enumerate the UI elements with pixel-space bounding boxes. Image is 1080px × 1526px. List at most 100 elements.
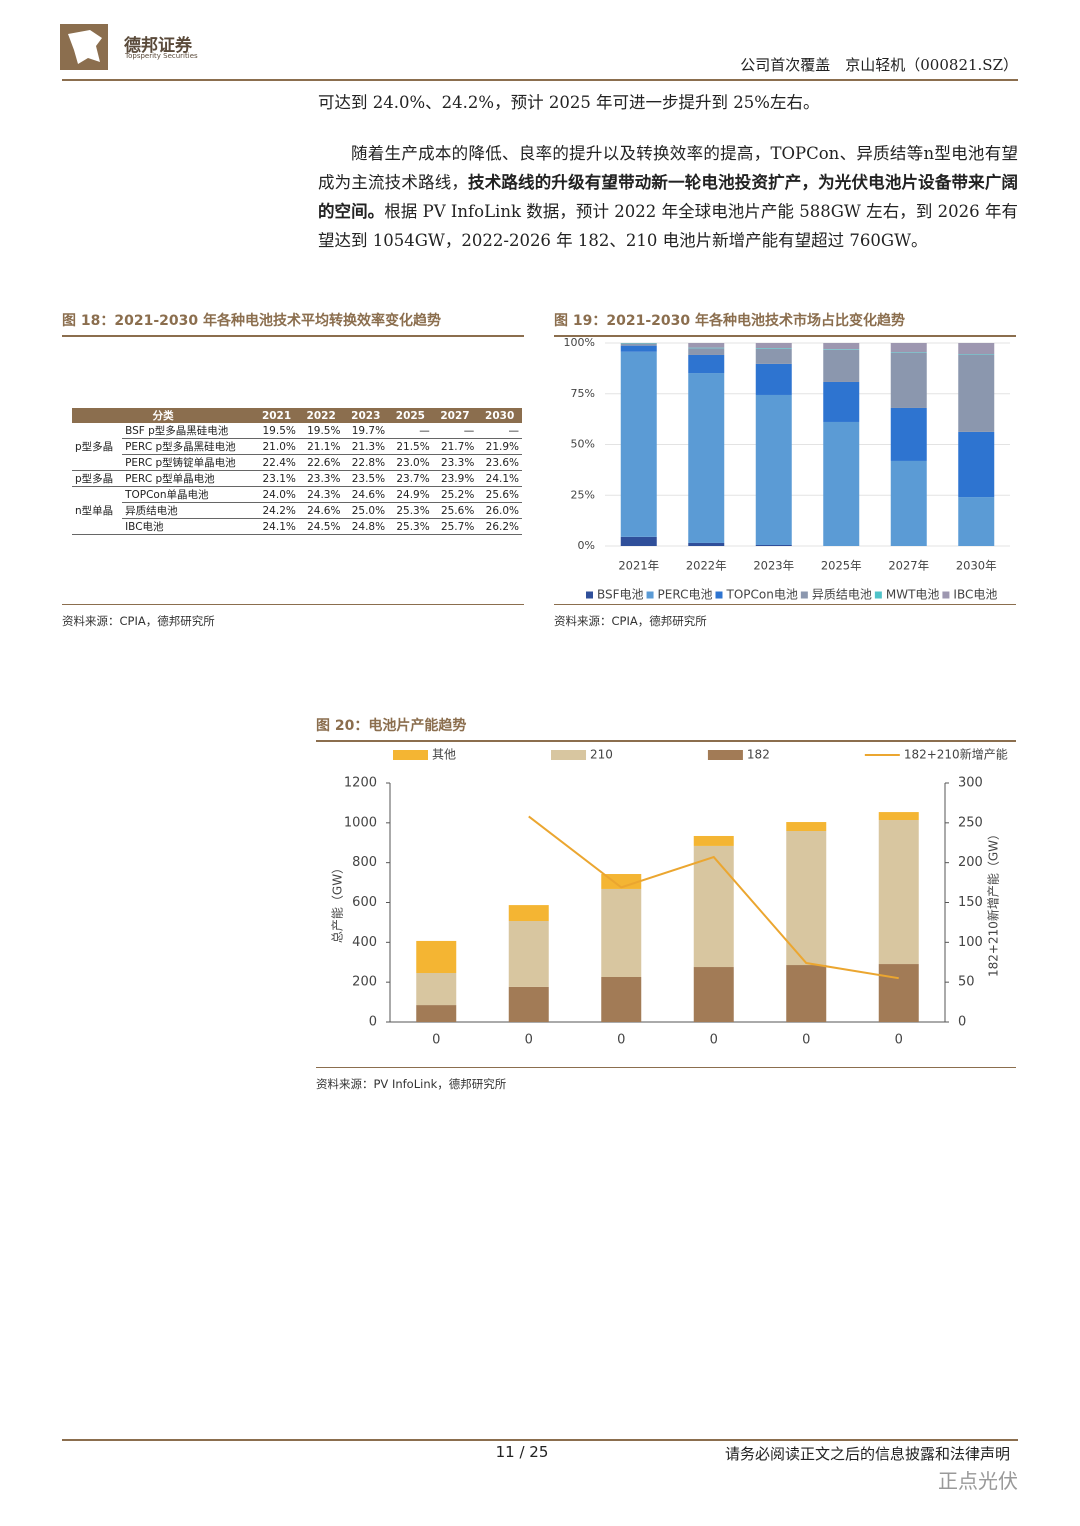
row: 异质结电池 24.2% 24.6% 25.0% 25.3% 25.6% 26.0%: [72, 502, 522, 519]
cell: PERC p型多晶黑硅电池: [122, 438, 255, 455]
legend-swatch: [586, 591, 593, 599]
x-tick-label: 2023年: [753, 559, 794, 573]
x-tick-label: 2022年: [686, 559, 727, 573]
y2-tick-label: 100: [958, 935, 983, 950]
header-cell: 2027: [432, 408, 478, 423]
cell: 23.0%: [388, 454, 433, 471]
bar-segment: [693, 967, 734, 1022]
bar-segment: [786, 830, 827, 966]
cell: 23.6%: [477, 454, 522, 471]
report-title: 公司首次覆盖 京山轻机（000821.SZ）: [740, 56, 1018, 74]
legend-label: BSF电池: [597, 588, 644, 602]
bar-segment: [508, 905, 549, 922]
bar-segment: [958, 343, 995, 355]
bar-segment: [416, 973, 457, 1006]
row: n型单晶 TOPCon单晶电池 24.0% 24.3% 24.6% 24.9% 25.2% 2…: [72, 486, 522, 535]
cell: TOPCon单晶电池: [122, 486, 255, 503]
paragraph: 可达到 24.0%、24.2%，预计 2025 年可进一步提升到 25%左右。: [318, 88, 1018, 117]
cell: 21.7%: [432, 438, 478, 455]
source: 资料来源：CPIA，德邦研究所: [62, 614, 215, 628]
table-wrap: 分类 2021 2022 2023 2025 2027 2030 p型多晶 BSF p型多晶黑硅…: [72, 408, 522, 535]
bar-segment: [688, 354, 725, 374]
rule: [62, 335, 524, 337]
y2-tick-label: 50: [958, 975, 975, 990]
bar-segment: [878, 964, 919, 1022]
y-tick-label: 1200: [344, 776, 377, 791]
bar-segment: [786, 822, 827, 831]
y-tick-label: 75%: [571, 387, 595, 400]
bar-segment: [755, 348, 792, 349]
legend-label: 182: [747, 748, 770, 762]
bar-segment: [823, 421, 860, 546]
bar-segment: [620, 344, 657, 346]
cell: 23.7%: [388, 470, 433, 487]
header-cell: 分类: [72, 408, 255, 423]
rule: [62, 604, 524, 605]
cell: —: [477, 423, 522, 439]
y-tick-label: 0%: [578, 539, 595, 552]
bar-segment: [688, 347, 725, 349]
cell: 24.6%: [298, 502, 344, 519]
cell: 19.5%: [254, 423, 299, 439]
bar-segment: [620, 351, 657, 537]
row: PERC p型铸锭单晶电池 22.4% 22.6% 22.8% 23.0% 23.3% 23…: [72, 454, 522, 471]
cell: 异质结电池: [122, 502, 255, 519]
bar-segment: [693, 835, 734, 846]
figure-title: 图 18：2021-2030 年各种电池技术平均转换效率变化趋势: [62, 313, 441, 329]
bar-segment: [755, 343, 792, 349]
bold-text: 技术路线的升级有望带动新一轮电池投资扩产，为光伏电池片设备带来广阔的空间。: [318, 173, 1019, 221]
bar-segment: [878, 820, 919, 965]
bar-segment: [890, 460, 927, 546]
row: IBC电池 24.1% 24.5% 24.8% 25.3% 25.7% 26.2%: [72, 518, 522, 535]
bar-segment: [958, 354, 995, 432]
legend-swatch: [393, 750, 428, 760]
cell: 24.5%: [298, 518, 344, 535]
cell: 24.0%: [254, 486, 299, 503]
legend-label: MWT电池: [886, 588, 940, 602]
bar-segment: [688, 373, 725, 543]
disclaimer: 请务必阅读正文之后的信息披露和法律声明: [724, 1445, 1010, 1463]
x-tick-label: 2030年: [956, 559, 997, 573]
legend-label: PERC电池: [658, 588, 713, 602]
bar-segment: [823, 349, 860, 350]
bar-segment: [823, 381, 860, 422]
cell: 24.2%: [254, 502, 299, 519]
brand: 德邦证券: [124, 36, 192, 56]
legend-label: 其他: [432, 748, 456, 762]
legend-swatch: [942, 591, 950, 599]
figure-title: 图 19：2021-2030 年各种电池技术市场占比变化趋势: [554, 313, 905, 329]
x-tick-label: 2021年: [618, 559, 659, 573]
cell: 26.2%: [477, 518, 522, 535]
cell: 21.3%: [343, 438, 389, 455]
x-tick-label: 0: [895, 1033, 903, 1048]
bar-segment: [620, 536, 657, 546]
cell: 21.1%: [298, 438, 344, 455]
x-tick-label: 0: [617, 1033, 625, 1048]
x-tick-label: 2027年: [888, 559, 929, 573]
y-tick-label: 1000: [344, 815, 377, 830]
text: 可达到 24.0%、24.2%，预计 2025 年可进一步提升到 25%左右。: [318, 93, 820, 112]
cell: 25.6%: [477, 486, 522, 503]
text: 根据 PV InfoLink 数据，预计 2022 年全球电池片产能 588GW…: [318, 202, 1018, 250]
header-cell: 2025: [388, 408, 433, 423]
legend-label: 异质结电池: [812, 588, 872, 602]
bar-segment: [878, 812, 919, 821]
header-cell: 2030: [477, 408, 522, 423]
row: p型多晶 PERC p型单晶电池 23.1% 23.3% 23.5% 23.7% 23.9%…: [72, 470, 522, 487]
y-tick-label: 800: [352, 855, 377, 870]
legend-label: TOPCon电池: [726, 588, 798, 602]
chart: 0 200 400 600 800 1000 1200 0 50 100 150 200 250 300 总…: [331, 747, 1008, 1048]
legend-swatch: [551, 750, 587, 760]
bar-segment: [620, 343, 657, 345]
cell: 25.2%: [432, 486, 478, 503]
logo: [60, 24, 108, 70]
legend-swatch: [646, 591, 654, 599]
y-tick-label: 200: [352, 975, 377, 990]
y2-tick-label: 0: [958, 1015, 966, 1030]
y2-tick-label: 250: [958, 815, 983, 830]
rule: [316, 740, 1016, 742]
bar-segment: [958, 497, 995, 546]
cell: —: [388, 423, 433, 439]
line-series: [528, 815, 899, 980]
